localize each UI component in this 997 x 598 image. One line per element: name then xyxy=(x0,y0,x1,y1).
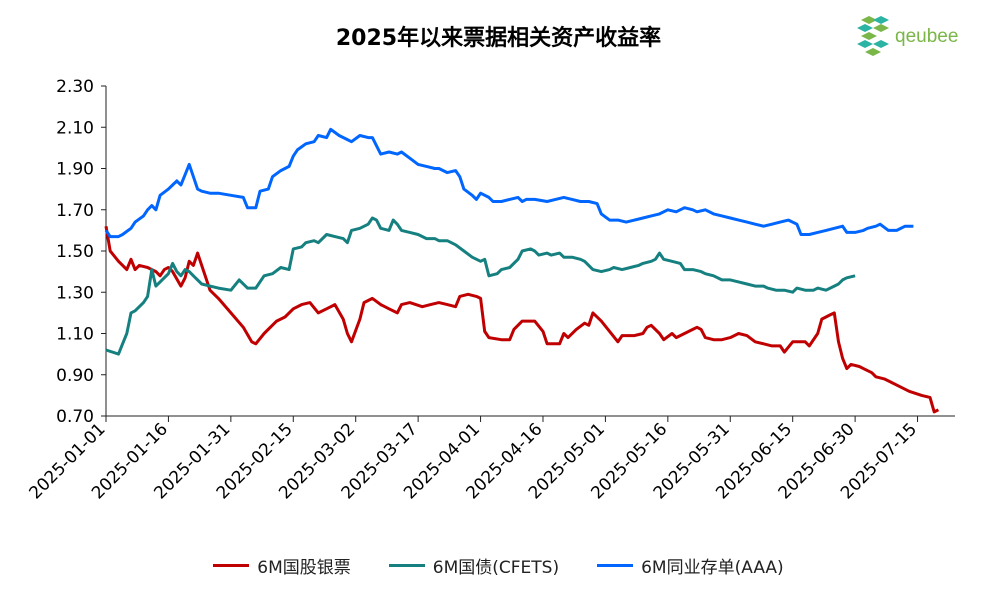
y-tick-label: 1.70 xyxy=(56,201,94,221)
legend-swatch-bank-bill xyxy=(213,564,250,567)
y-tick-label: 1.30 xyxy=(56,283,94,303)
y-tick-label: 1.50 xyxy=(56,242,94,262)
cube-logo-icon xyxy=(857,16,889,56)
series-line-ncd xyxy=(104,127,914,239)
legend-label-bank-bill: 6M国股银票 xyxy=(257,558,351,578)
legend-label-ncd: 6M同业存单(AAA) xyxy=(641,558,784,578)
y-tick-label: 2.10 xyxy=(56,118,94,138)
line-chart: 2.30 2.10 1.90 1.70 1.50 1.30 1.10 0.90 0.70 202… xyxy=(26,77,955,503)
y-tick-label: 1.90 xyxy=(56,160,94,180)
y-tick-label: 0.70 xyxy=(56,407,94,427)
qeubee-logo: qeubee xyxy=(855,16,975,60)
y-tick-label: 2.30 xyxy=(56,77,94,97)
logo-text: qeubee xyxy=(895,26,959,47)
legend-swatch-treasury xyxy=(388,564,425,567)
series-line-treasury xyxy=(105,216,856,356)
legend: 6M国股银票 6M国债(CFETS) 6M同业存单(AAA) xyxy=(0,553,997,578)
series-line-bank-bill xyxy=(104,225,940,414)
legend-item-treasury: 6M国债(CFETS) xyxy=(388,553,560,578)
x-axis: 2025-01-012025-01-162025-01-312025-02-15… xyxy=(26,415,955,503)
chart-title: 2025年以来票据相关资产收益率 xyxy=(335,26,662,51)
legend-item-bank-bill: 6M国股银票 xyxy=(213,553,351,578)
legend-item-ncd: 6M同业存单(AAA) xyxy=(597,553,784,578)
y-tick-label: 1.10 xyxy=(56,325,94,345)
y-axis: 2.30 2.10 1.90 1.70 1.50 1.30 1.10 0.90 0.70 xyxy=(56,77,107,427)
legend-label-treasury: 6M国债(CFETS) xyxy=(432,558,560,578)
y-tick-label: 0.90 xyxy=(56,366,94,386)
legend-swatch-ncd xyxy=(597,564,634,567)
series-layer xyxy=(104,127,940,414)
